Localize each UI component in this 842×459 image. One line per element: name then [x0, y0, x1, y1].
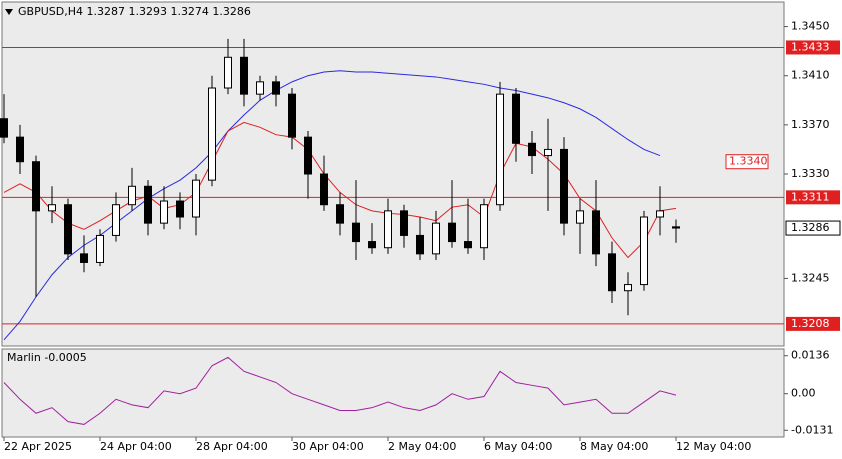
candle-body	[32, 161, 40, 212]
candle-body	[592, 210, 600, 255]
candle-body	[448, 222, 456, 243]
candle-body	[496, 93, 504, 206]
x-tick-label: 30 Apr 04:00	[292, 440, 364, 453]
candle-body	[608, 253, 616, 292]
candle-body	[240, 56, 248, 95]
y-tick-label: 1.3450	[791, 20, 830, 33]
candle-body	[560, 148, 568, 224]
candle-body	[128, 185, 136, 206]
indicator-plot	[1, 348, 785, 438]
candle-body	[672, 226, 680, 229]
x-tick-label: 2 May 04:00	[388, 440, 456, 453]
y-tick-label: 1.3245	[791, 271, 830, 284]
level-label: 1.3311	[791, 190, 830, 203]
candle-body	[416, 234, 424, 255]
ma-label-box	[725, 154, 769, 170]
level-label-box	[786, 190, 840, 205]
candle-body	[624, 284, 632, 292]
y-tick-label: -0.0131	[791, 423, 833, 436]
ma-label: 1.3340	[729, 155, 768, 168]
x-tick-label: 24 Apr 04:00	[100, 440, 172, 453]
indicator-line	[3, 356, 677, 425]
candle-body	[512, 93, 520, 144]
x-tick-label: 12 May 04:00	[676, 440, 751, 453]
x-tick-label: 6 May 04:00	[484, 440, 552, 453]
candle-body	[192, 179, 200, 218]
y-tick-label: 1.3330	[791, 167, 830, 180]
candle-body	[64, 204, 72, 255]
indicator-title: Marlin -0.0005	[7, 351, 87, 364]
candle-body	[304, 136, 312, 175]
x-tick-label: 8 May 04:00	[580, 440, 648, 453]
candle-body	[576, 210, 584, 224]
candle-body	[352, 222, 360, 243]
candle-body	[256, 81, 264, 95]
candle-body	[336, 204, 344, 224]
candle-body	[160, 200, 168, 224]
y-tick-label: 1.3370	[791, 118, 830, 131]
candle-body	[528, 142, 536, 157]
main-plot	[1, 1, 785, 347]
candle-body	[16, 136, 24, 163]
candle-body	[96, 234, 104, 263]
candle-body	[208, 87, 216, 181]
candle-body	[48, 204, 56, 212]
y-tick-label: 0.0136	[791, 349, 830, 362]
candle-body	[224, 56, 232, 89]
candle-body	[368, 241, 376, 249]
candle-body	[544, 148, 552, 157]
candle-body	[80, 253, 88, 263]
x-tick-label: 22 Apr 2025	[4, 440, 72, 453]
candle-body	[480, 204, 488, 249]
menu-arrow	[5, 9, 13, 15]
price-label: 1.3286	[791, 221, 830, 234]
candle-body	[288, 93, 296, 138]
candle-body	[144, 185, 152, 224]
y-tick-label: 0.00	[791, 387, 816, 400]
candle-body	[112, 204, 120, 236]
candle-body	[432, 222, 440, 255]
candle-body	[640, 216, 648, 286]
level-label-box	[786, 316, 840, 331]
candle-body	[656, 210, 664, 218]
level-label-box	[786, 40, 840, 55]
level-label: 1.3208	[791, 317, 830, 330]
chart-title: GBPUSD,H4 1.3287 1.3293 1.3274 1.3286	[18, 5, 251, 18]
x-tick-label: 28 Apr 04:00	[196, 440, 268, 453]
candle-body	[320, 173, 328, 206]
candle-body	[176, 200, 184, 218]
candle-body	[384, 210, 392, 249]
candle-body	[400, 210, 408, 236]
y-tick-label: 1.3410	[791, 69, 830, 82]
candle-body	[464, 241, 472, 249]
candle-body	[272, 81, 280, 95]
level-label: 1.3433	[791, 40, 830, 53]
price-label-box	[785, 220, 841, 236]
candle-body	[0, 118, 8, 138]
